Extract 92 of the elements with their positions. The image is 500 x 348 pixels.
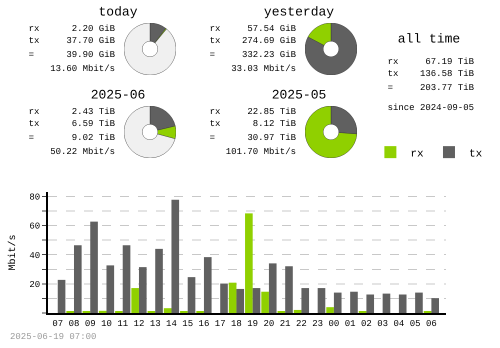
y-tick-label: 20 (29, 280, 40, 290)
x-tick-label: 12 (134, 318, 144, 329)
bar (228, 282, 236, 313)
text: tx 8.12 TiB (210, 119, 296, 129)
chart-title: 2025-05 (272, 88, 326, 102)
x-tick-label: 10 (101, 318, 112, 329)
bar (74, 245, 82, 313)
chart-title: today (98, 4, 138, 20)
text: tx 37.70 GiB (28, 36, 115, 46)
x-tick-label: 04 (393, 318, 404, 329)
bar (188, 277, 196, 313)
x-tick-label: 11 (117, 318, 128, 329)
y-tick-label: 80 (29, 192, 40, 203)
bar (301, 288, 310, 313)
x-tick-label: 14 (166, 318, 177, 329)
x-tick-label: 17 (214, 318, 226, 329)
bar (236, 288, 244, 313)
x-tick-label: 20 (264, 318, 274, 329)
text: tx 274.69 GiB (210, 36, 296, 46)
text: rx 67.19 TiB (388, 57, 474, 67)
x-tick-label: 05 (410, 318, 421, 329)
bar (294, 310, 302, 313)
bar (155, 248, 163, 313)
x-tick-label: 09 (84, 318, 96, 329)
x-tick-label: 07 (52, 318, 64, 329)
bar (318, 288, 326, 313)
x-tick-label: 03 (377, 318, 388, 329)
bar (122, 245, 130, 313)
text: rx 22.85 TiB (210, 107, 296, 117)
bar (131, 288, 139, 313)
y-axis-title: Mbit/s (6, 234, 19, 271)
bar (415, 292, 423, 313)
bar (326, 307, 334, 313)
x-tick-label: 15 (182, 318, 194, 329)
x-tick-label: 01 (344, 318, 356, 329)
donut-slice (305, 106, 357, 158)
bar (220, 284, 228, 313)
bar (261, 292, 269, 313)
bar (350, 292, 358, 313)
text: 101.70 Mbit/s (226, 147, 296, 157)
x-tick-label: 18 (231, 318, 242, 329)
bar (138, 267, 147, 313)
text: 50.22 Mbit/s (50, 147, 115, 157)
text: tx 136.58 TiB (388, 69, 474, 79)
bar (58, 280, 66, 313)
text: 33.03 Mbit/s (231, 64, 296, 74)
x-tick-label: 21 (280, 318, 291, 329)
text: rx 2.43 TiB (28, 107, 115, 117)
bar (90, 222, 98, 313)
text: = 30.97 TiB (210, 133, 296, 143)
donut-slice (124, 106, 176, 158)
bar (252, 288, 260, 313)
x-tick-label: 08 (68, 318, 80, 329)
bar (245, 213, 253, 313)
text: 2025-06-19 07:00 (10, 332, 96, 342)
x-tick-label: 19 (247, 318, 258, 329)
text: rx 2.20 GiB (28, 24, 115, 34)
bar (268, 263, 277, 313)
bar (285, 266, 293, 313)
donut-slice (305, 23, 357, 75)
text: = 39.90 GiB (28, 50, 115, 60)
text: = 9.02 TiB (28, 133, 115, 143)
x-tick-label: 00 (328, 318, 340, 329)
x-tick-label: 22 (296, 318, 307, 329)
text: since 2024-09-05 (388, 103, 474, 113)
bar (398, 294, 407, 313)
x-tick-label: 16 (198, 318, 210, 329)
text: all time (398, 32, 460, 46)
text: tx 6.59 TiB (28, 119, 115, 129)
legend-label: tx (468, 148, 483, 160)
bar (382, 294, 390, 313)
chart-title: 2025-06 (90, 88, 146, 102)
y-tick-label: 40 (29, 250, 40, 261)
bar (164, 308, 172, 313)
text: 13.60 Mbit/s (50, 64, 115, 74)
chart-title: yesterday (264, 4, 334, 20)
text: rx 57.54 GiB (210, 24, 296, 34)
y-tick-label: 60 (29, 222, 40, 232)
text: = 203.77 TiB (388, 83, 474, 93)
bar (334, 292, 342, 313)
bar (431, 298, 440, 313)
x-tick-label: 06 (426, 318, 437, 329)
bar (171, 200, 180, 313)
donut-slice (124, 23, 176, 75)
legend-label: rx (410, 148, 424, 160)
bar (204, 257, 212, 313)
text: = 332.23 GiB (210, 50, 296, 60)
bar (366, 294, 374, 313)
bar (106, 265, 114, 313)
x-tick-label: 02 (360, 318, 372, 329)
x-tick-label: 23 (312, 318, 324, 329)
x-tick-label: 13 (150, 318, 161, 329)
